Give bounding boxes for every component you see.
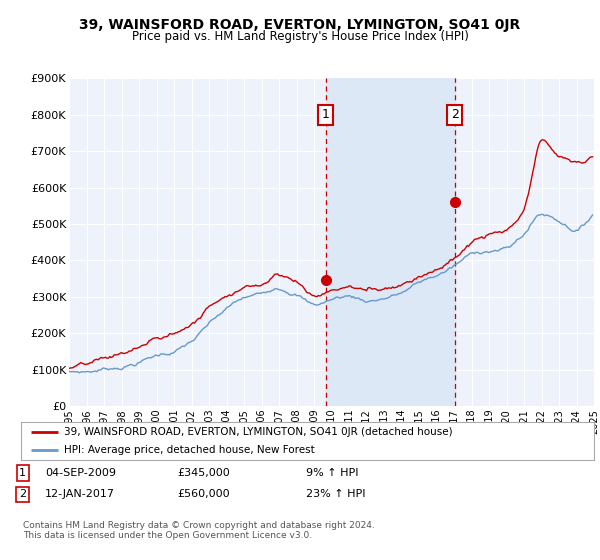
Text: HPI: Average price, detached house, New Forest: HPI: Average price, detached house, New … <box>64 445 315 455</box>
Text: 1: 1 <box>19 468 26 478</box>
Text: 1: 1 <box>322 108 329 122</box>
Text: 39, WAINSFORD ROAD, EVERTON, LYMINGTON, SO41 0JR (detached house): 39, WAINSFORD ROAD, EVERTON, LYMINGTON, … <box>64 427 452 437</box>
Text: Contains HM Land Registry data © Crown copyright and database right 2024.
This d: Contains HM Land Registry data © Crown c… <box>23 521 374 540</box>
Text: £560,000: £560,000 <box>177 489 230 500</box>
Text: Price paid vs. HM Land Registry's House Price Index (HPI): Price paid vs. HM Land Registry's House … <box>131 30 469 43</box>
Text: 04-SEP-2009: 04-SEP-2009 <box>45 468 116 478</box>
Text: 39, WAINSFORD ROAD, EVERTON, LYMINGTON, SO41 0JR: 39, WAINSFORD ROAD, EVERTON, LYMINGTON, … <box>79 18 521 32</box>
Bar <box>326 78 455 406</box>
Text: £345,000: £345,000 <box>177 468 230 478</box>
Text: 2: 2 <box>19 489 26 500</box>
Text: 2: 2 <box>451 108 458 122</box>
Text: 9% ↑ HPI: 9% ↑ HPI <box>306 468 359 478</box>
Text: 12-JAN-2017: 12-JAN-2017 <box>45 489 115 500</box>
Text: 23% ↑ HPI: 23% ↑ HPI <box>306 489 365 500</box>
